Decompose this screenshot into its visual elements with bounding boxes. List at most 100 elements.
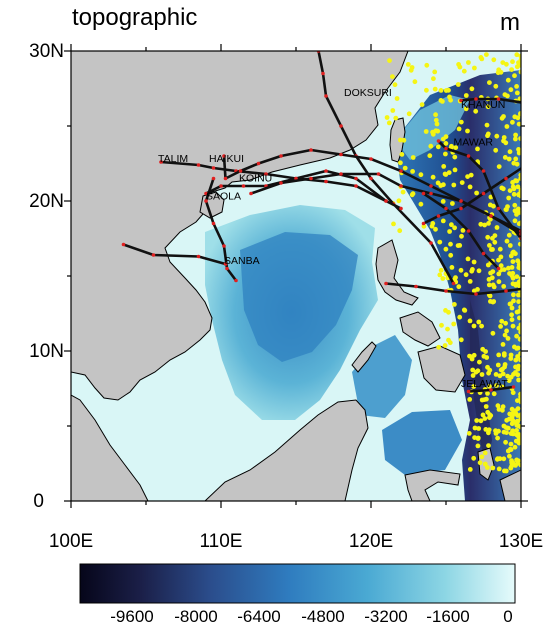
scatter-point	[490, 247, 495, 252]
scatter-point	[494, 133, 500, 139]
scatter-point	[449, 222, 454, 228]
scatter-point	[503, 439, 508, 445]
scatter-point	[440, 99, 445, 104]
track-point	[496, 266, 501, 271]
track-point	[204, 199, 208, 203]
scatter-point	[467, 397, 473, 402]
typhoon-name-koinu: KOINU	[239, 173, 272, 185]
track-point	[354, 184, 358, 188]
scatter-point	[506, 265, 511, 271]
track-point	[489, 214, 493, 218]
scatter-point	[463, 106, 469, 112]
track-point	[399, 206, 403, 211]
scatter-point	[473, 108, 479, 114]
typhoon-track	[422, 166, 521, 225]
track-point	[309, 148, 313, 152]
scatter-point	[442, 343, 448, 348]
scatter-point	[480, 412, 486, 418]
scatter-point	[505, 373, 510, 379]
scatter-point	[474, 190, 479, 196]
scatter-point	[482, 416, 488, 421]
scatter-point	[474, 418, 480, 423]
track-point	[489, 388, 493, 392]
scatter-point	[510, 184, 516, 190]
scatter-point	[439, 322, 444, 328]
colorbar-label-3200: -3200	[364, 607, 408, 626]
scatter-point	[493, 372, 499, 377]
scatter-point	[387, 58, 392, 63]
scatter-point	[513, 357, 519, 363]
scatter-point	[478, 221, 484, 227]
mindanao	[417, 345, 466, 393]
scatter-point	[505, 336, 511, 341]
scatter-point	[479, 323, 484, 329]
scatter-point	[510, 390, 516, 396]
scatter-point	[410, 155, 416, 160]
scatter-point	[453, 275, 458, 280]
scatter-point	[509, 317, 515, 323]
scatter-point	[500, 342, 506, 347]
scatter-point	[486, 430, 491, 436]
typhoon-track	[204, 178, 238, 282]
scatter-point	[456, 126, 462, 132]
scatter-point	[484, 122, 490, 128]
scatter-point	[513, 136, 518, 142]
scatter-point	[408, 67, 414, 73]
scatter-point	[412, 79, 418, 85]
scatter-point	[480, 346, 486, 352]
scatter-point	[507, 188, 513, 194]
scatter-point	[510, 323, 516, 329]
scatter-point	[455, 82, 461, 87]
track-point	[466, 229, 471, 233]
scatter-point	[443, 151, 448, 157]
scatter-point	[467, 467, 473, 472]
scatter-point	[495, 435, 500, 441]
typhoon-track	[385, 282, 521, 296]
track-point	[444, 146, 448, 151]
scatter-point	[460, 228, 466, 233]
colorbar	[79, 563, 516, 604]
track-point	[459, 206, 463, 211]
track-point	[429, 241, 433, 245]
scatter-point	[466, 431, 472, 436]
scatter-point	[492, 239, 498, 245]
scatter-point	[518, 391, 521, 397]
axis-ticks	[64, 44, 528, 508]
track-point	[466, 389, 471, 394]
typhoon-name-khanun: KHANUN	[461, 99, 505, 111]
scatter-point	[392, 82, 398, 88]
palawan	[351, 341, 377, 373]
sulawesi	[404, 469, 461, 501]
track-point	[256, 161, 261, 166]
scatter-point	[500, 407, 505, 413]
scatter-point	[501, 284, 507, 289]
scatter-point	[450, 201, 455, 206]
track-point	[264, 172, 268, 176]
scatter-point	[430, 174, 436, 180]
track-point	[279, 154, 283, 158]
scatter-point	[509, 305, 515, 311]
scatter-point	[445, 326, 450, 332]
scatter-point	[475, 436, 481, 441]
scatter-point	[517, 96, 521, 102]
scatter-point	[491, 284, 497, 290]
observation-points	[384, 52, 521, 474]
track-point	[223, 262, 228, 266]
scatter-point	[470, 267, 475, 272]
scatter-point	[483, 427, 489, 432]
scatter-point	[478, 55, 484, 60]
scatter-point	[459, 233, 464, 239]
scatter-point	[446, 309, 451, 315]
scatter-point	[465, 174, 470, 180]
scatter-point	[482, 222, 487, 228]
scatter-point	[424, 62, 430, 68]
scatter-point	[479, 372, 485, 377]
colorbar-label-4800: -4800	[301, 607, 345, 626]
scatter-point	[513, 408, 518, 414]
scatter-point	[490, 235, 495, 241]
track-point	[159, 160, 163, 164]
scatter-point	[469, 86, 475, 92]
track-point	[504, 289, 508, 293]
scatter-point	[516, 265, 521, 270]
